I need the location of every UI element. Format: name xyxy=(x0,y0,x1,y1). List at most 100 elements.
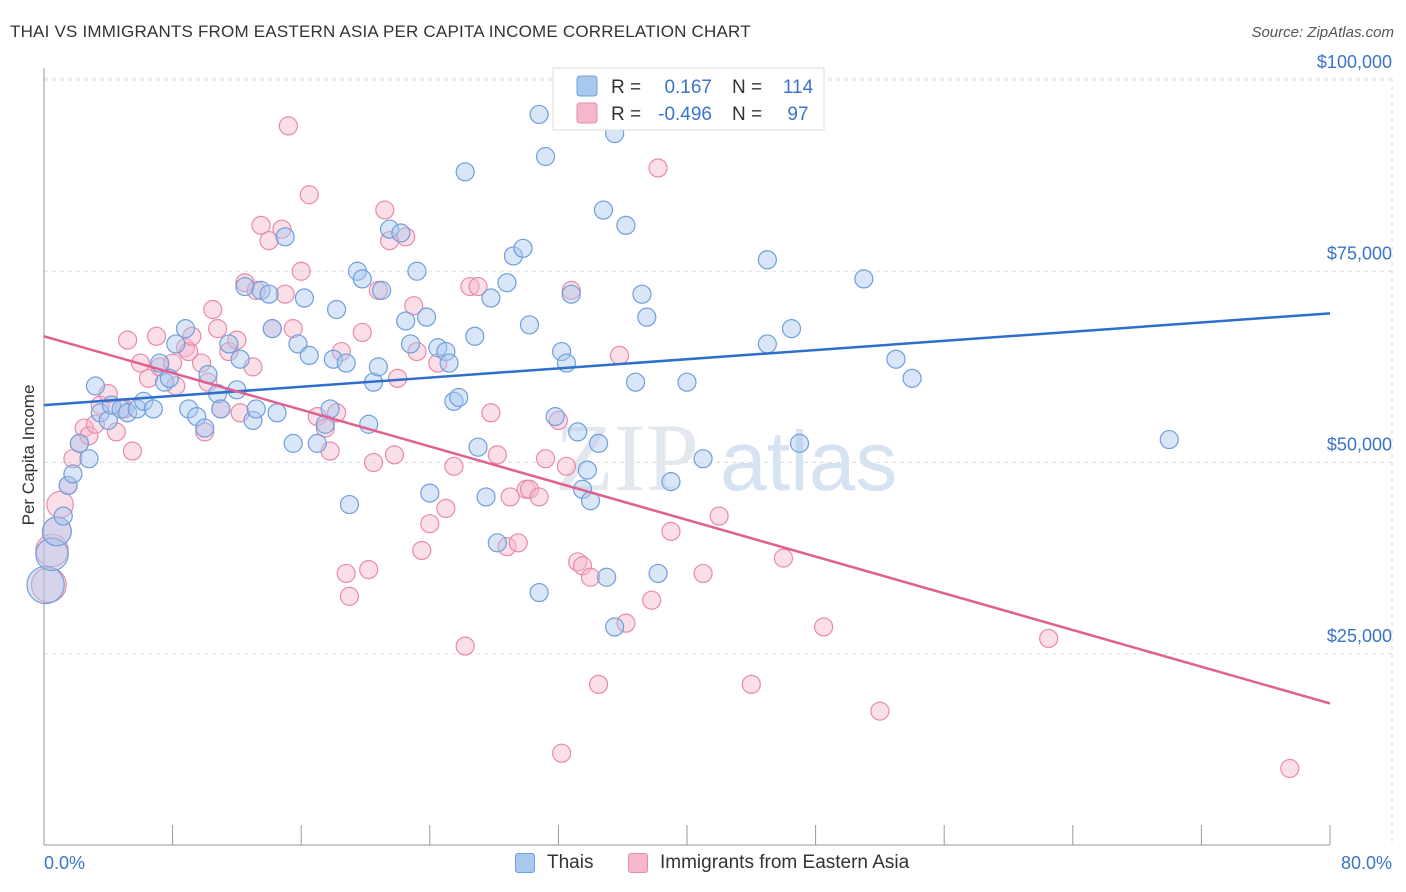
legend-r-value-2: -0.496 xyxy=(658,104,712,125)
thais-point-73 xyxy=(487,533,507,553)
thais-point-7 xyxy=(79,449,99,469)
immigrants-point-91 xyxy=(642,590,662,610)
trend-line-immigrants xyxy=(43,335,1331,705)
immigrants-point-31 xyxy=(219,341,239,362)
legend-item-immigrants[interactable]: Immigrants from Eastern Asia xyxy=(628,852,909,874)
immigrants-point-18 xyxy=(146,326,167,346)
immigrants-point-42 xyxy=(278,116,298,136)
immigrants-point-89 xyxy=(609,345,630,365)
thais-point-105 xyxy=(781,319,802,339)
thais-point-106 xyxy=(854,269,874,289)
immigrants-point-51 xyxy=(336,563,356,584)
thais-point-41 xyxy=(294,288,315,308)
thais-point-109 xyxy=(1159,429,1179,450)
immigrants-point-37 xyxy=(251,215,271,235)
trend-line-thais xyxy=(43,312,1331,407)
thais-point-22 xyxy=(179,399,199,419)
thais-point-91 xyxy=(597,567,617,587)
thais-point-16 xyxy=(143,399,163,419)
immigrants-point-80 xyxy=(535,449,556,469)
y-axis-label: Per Capita Income xyxy=(19,385,38,526)
immigrants-point-99 xyxy=(870,701,890,721)
immigrants-point-15 xyxy=(122,441,143,461)
thais-point-65 xyxy=(439,353,459,373)
immigrants-point-29 xyxy=(208,319,228,339)
immigrants-point-83 xyxy=(556,456,577,476)
legend-item-thais[interactable]: Thais xyxy=(515,852,593,874)
thais-point-10 xyxy=(98,410,118,431)
immigrants-point-54 xyxy=(359,559,379,580)
thais-point-9 xyxy=(90,403,110,423)
thais-point-0 xyxy=(26,565,65,605)
thais-point-95 xyxy=(625,372,646,392)
thais-point-46 xyxy=(323,349,343,369)
immigrants-point-92 xyxy=(648,158,668,178)
thais-point-6 xyxy=(69,433,89,453)
immigrants-point-28 xyxy=(203,299,223,320)
immigrants-point-53 xyxy=(352,322,372,343)
y-tick-label-3: $100,000 xyxy=(1317,52,1392,72)
thais-point-32 xyxy=(243,410,263,431)
thais-point-47 xyxy=(326,299,347,320)
thais-point-107 xyxy=(886,349,906,369)
immigrants-point-74 xyxy=(497,537,517,557)
thais-point-89 xyxy=(588,433,609,453)
thais-point-31 xyxy=(235,276,255,297)
legend-n-label-2: N = xyxy=(732,104,762,125)
thais-point-92 xyxy=(605,617,625,637)
immigrants-point-43 xyxy=(283,319,303,339)
watermark-zip: ZIP xyxy=(555,404,699,511)
grid-lines xyxy=(44,77,1393,845)
thais-point-44 xyxy=(315,414,335,434)
thais-point-54 xyxy=(368,357,388,377)
legend-label-immigrants: Immigrants from Eastern Asia xyxy=(660,852,910,873)
thais-point-24 xyxy=(195,418,215,438)
thais-point-61 xyxy=(416,307,437,327)
immigrants-point-62 xyxy=(404,296,424,316)
thais-point-13 xyxy=(117,403,138,423)
thais-point-27 xyxy=(211,399,231,419)
chart-title: THAI VS IMMIGRANTS FROM EASTERN ASIA PER… xyxy=(10,22,751,41)
legend-r-label-2: R = xyxy=(611,104,641,125)
immigrants-point-14 xyxy=(117,330,138,350)
thais-point-103 xyxy=(757,334,777,354)
thais-point-14 xyxy=(127,399,147,419)
immigrants-point-67 xyxy=(436,498,456,518)
x-tick-label-0: 0.0% xyxy=(44,853,85,873)
thais-point-94 xyxy=(616,215,636,235)
immigrants-point-93 xyxy=(661,521,681,541)
thais-point-23 xyxy=(187,407,207,427)
thais-point-82 xyxy=(552,341,572,362)
thais-point-36 xyxy=(262,319,282,339)
y-tick-label-0: $25,000 xyxy=(1327,626,1392,646)
thais-point-98 xyxy=(648,563,668,584)
thais-point-97 xyxy=(637,307,657,327)
immigrants-point-90 xyxy=(616,613,636,633)
thais-point-71 xyxy=(476,487,496,507)
thais-point-8 xyxy=(85,376,106,396)
immigrants-point-71 xyxy=(468,276,488,297)
thais-point-21 xyxy=(175,319,196,339)
thais-point-108 xyxy=(902,368,922,388)
immigrants-point-24 xyxy=(182,326,202,346)
thais-point-69 xyxy=(465,326,485,346)
thais-point-100 xyxy=(677,372,697,392)
thais-point-77 xyxy=(519,315,540,335)
immigrants-point-82 xyxy=(552,743,572,763)
immigrants-point-36 xyxy=(246,280,266,300)
thais-point-39 xyxy=(283,433,303,453)
immigrants-point-78 xyxy=(519,479,540,499)
thais-point-64 xyxy=(436,341,456,362)
thais-point-101 xyxy=(693,449,713,469)
legend-label-thais: Thais xyxy=(547,852,594,873)
immigrants-point-59 xyxy=(384,445,405,465)
y-tick-label-1: $50,000 xyxy=(1327,435,1392,455)
watermark-atlas: atlas xyxy=(720,414,897,508)
thais-point-72 xyxy=(481,288,501,308)
x-tick-label-1: 80.0% xyxy=(1341,853,1392,873)
thais-point-104 xyxy=(789,433,810,453)
thais-point-56 xyxy=(380,219,400,239)
immigrants-point-58 xyxy=(380,231,400,251)
thais-point-49 xyxy=(339,494,360,515)
thais-point-1 xyxy=(35,537,69,572)
